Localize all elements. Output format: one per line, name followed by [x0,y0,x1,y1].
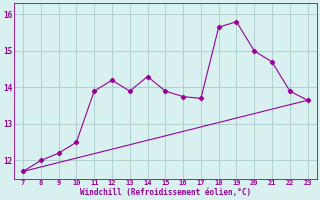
X-axis label: Windchill (Refroidissement éolien,°C): Windchill (Refroidissement éolien,°C) [80,188,251,197]
